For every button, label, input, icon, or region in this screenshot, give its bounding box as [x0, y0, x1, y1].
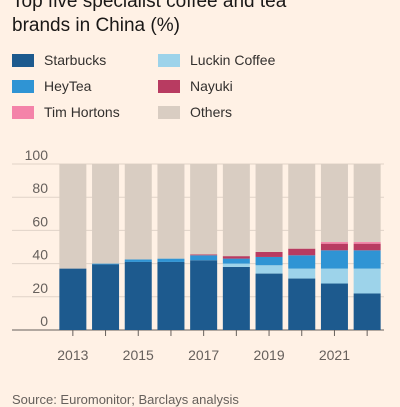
- legend-item-heytea: HeyTea: [12, 78, 91, 94]
- y-tick-label: 40: [32, 247, 48, 263]
- legend-label: Others: [190, 104, 233, 120]
- bar-heytea-2016: [157, 258, 185, 262]
- bar-starbucks-2022: [353, 293, 381, 330]
- bar-others-2014: [92, 164, 120, 264]
- bar-heytea-2021: [320, 250, 348, 269]
- legend-swatch: [12, 53, 34, 67]
- bar-starbucks-2015: [124, 261, 152, 330]
- bar-heytea-2018: [222, 258, 250, 264]
- bar-tim-hortons-2022: [353, 242, 381, 244]
- bar-luckin-coffee-2020: [288, 268, 316, 279]
- bar-others-2016: [157, 164, 185, 259]
- legend-swatch: [158, 79, 180, 93]
- bar-others-2022: [353, 164, 381, 243]
- legend-item-luckin-coffee: Luckin Coffee: [158, 52, 275, 68]
- bar-starbucks-2021: [320, 283, 348, 330]
- y-tick-label: 100: [25, 150, 49, 163]
- legend-item-tim-hortons: Tim Hortons: [12, 104, 120, 120]
- y-tick-label: 20: [32, 280, 48, 296]
- bar-nayuki-2021: [320, 243, 348, 251]
- bar-nayuki-2022: [353, 243, 381, 251]
- legend-swatch: [158, 53, 180, 67]
- bar-others-2013: [59, 164, 87, 269]
- bar-luckin-coffee-2022: [353, 268, 381, 294]
- bar-heytea-2017: [190, 255, 218, 261]
- legend-label: Tim Hortons: [44, 104, 120, 120]
- bar-heytea-2019: [255, 256, 283, 266]
- legend-item-nayuki: Nayuki: [158, 78, 233, 94]
- x-tick-label: 2017: [188, 347, 219, 363]
- bar-heytea-2022: [353, 250, 381, 269]
- legend-label: HeyTea: [44, 78, 92, 94]
- bar-nayuki-2018: [222, 256, 250, 259]
- bar-luckin-coffee-2018: [222, 263, 250, 267]
- bar-heytea-2020: [288, 255, 316, 269]
- legend-swatch: [158, 105, 180, 119]
- bar-starbucks-2013: [59, 268, 87, 330]
- bar-starbucks-2016: [157, 261, 185, 330]
- bar-nayuki-2017: [190, 254, 218, 256]
- bar-tim-hortons-2021: [320, 242, 348, 244]
- bar-heytea-2015: [124, 259, 152, 262]
- bar-others-2020: [288, 164, 316, 249]
- chart-title: Top five specialist coffee and tea brand…: [12, 0, 392, 38]
- bar-others-2018: [222, 164, 250, 257]
- legend-item-starbucks: Starbucks: [12, 52, 106, 68]
- bar-starbucks-2014: [92, 264, 120, 330]
- bar-luckin-coffee-2021: [320, 268, 348, 284]
- legend: Starbucks Luckin Coffee HeyTea Nayuki Tim Ho…: [12, 52, 392, 132]
- bar-starbucks-2017: [190, 260, 218, 330]
- bar-nayuki-2019: [255, 251, 283, 257]
- legend-item-others: Others: [158, 104, 232, 120]
- bar-luckin-coffee-2019: [255, 265, 283, 274]
- bar-starbucks-2020: [288, 278, 316, 330]
- bar-others-2015: [124, 164, 152, 260]
- legend-swatch: [12, 105, 34, 119]
- y-tick-label: 60: [32, 213, 48, 229]
- bar-heytea-2014: [92, 263, 120, 265]
- x-tick-label: 2015: [123, 347, 154, 363]
- bar-starbucks-2018: [222, 266, 250, 330]
- legend-swatch: [12, 79, 34, 93]
- legend-label: Starbucks: [44, 52, 107, 68]
- bar-nayuki-2020: [288, 248, 316, 256]
- x-tick-label: 2019: [253, 347, 284, 363]
- bar-others-2021: [320, 164, 348, 243]
- x-tick-label: 2021: [319, 347, 350, 363]
- bar-starbucks-2019: [255, 273, 283, 330]
- bar-others-2017: [190, 164, 218, 255]
- legend-label: Luckin Coffee: [190, 52, 276, 68]
- y-tick-label: 0: [40, 313, 48, 329]
- legend-label: Nayuki: [190, 78, 233, 94]
- x-tick-label: 2013: [57, 347, 88, 363]
- y-tick-label: 80: [32, 180, 48, 196]
- stacked-bar-chart: 0 20 40 60 80 100 2013 2015 2017 2019 2021: [12, 150, 384, 363]
- bar-others-2019: [255, 164, 283, 252]
- chart-title-line-2: brands in China (%): [12, 15, 180, 36]
- chart-title-line-1: Top five specialist coffee and tea: [12, 0, 287, 12]
